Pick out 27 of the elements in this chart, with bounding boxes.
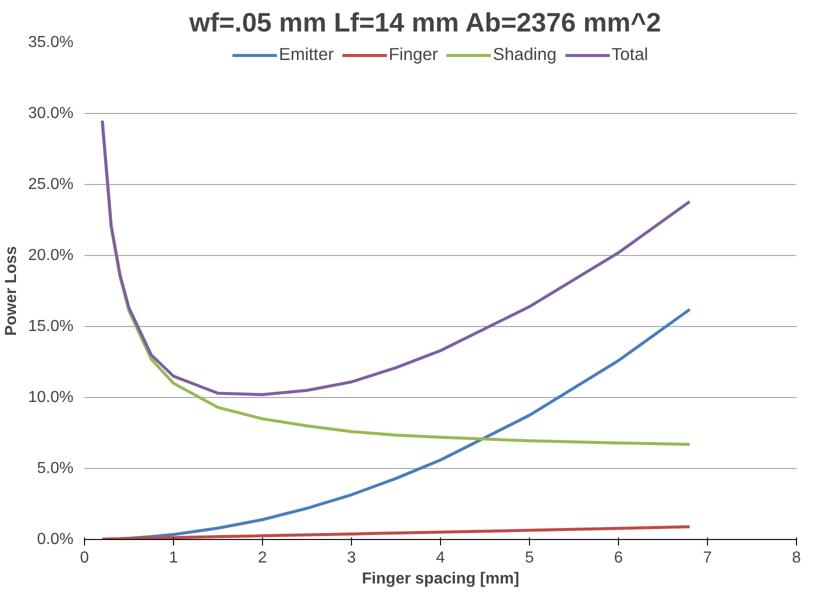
x-tick-label: 1: [169, 550, 178, 566]
y-tick-label: 0.0%: [37, 531, 74, 548]
y-tick-label: 15.0%: [28, 318, 74, 335]
y-tick-label: 20.0%: [28, 247, 74, 264]
x-tick-label: 6: [614, 550, 624, 566]
y-axis-title: Power Loss: [3, 246, 20, 336]
x-tick-label: 7: [703, 550, 712, 566]
y-tick-label: 35.0%: [28, 34, 74, 51]
legend-label: Total: [612, 44, 648, 65]
line-series: [100, 119, 692, 396]
legend-label: Shading: [492, 44, 556, 65]
legend-label: Emitter: [278, 44, 334, 65]
x-tick-label: 8: [792, 550, 802, 566]
y-tick-label: 5.0%: [37, 460, 74, 477]
line-series: [118, 308, 692, 540]
x-tick-label: 0: [80, 550, 90, 566]
y-tick-label: 10.0%: [28, 389, 74, 406]
x-tick-label: 2: [258, 550, 268, 566]
y-tick-label: 25.0%: [28, 176, 74, 193]
line-series: [100, 525, 692, 540]
y-tick-label: 30.0%: [28, 105, 74, 122]
x-tick-label: 3: [347, 550, 356, 566]
x-tick-label: 5: [525, 550, 534, 566]
legend-label: Finger: [388, 44, 438, 65]
x-tick-label: 4: [436, 550, 446, 566]
chart-title: wf=.05 mm Lf=14 mm Ab=2376 mm^2: [188, 8, 662, 38]
x-axis-title: Finger spacing [mm]: [362, 570, 520, 588]
